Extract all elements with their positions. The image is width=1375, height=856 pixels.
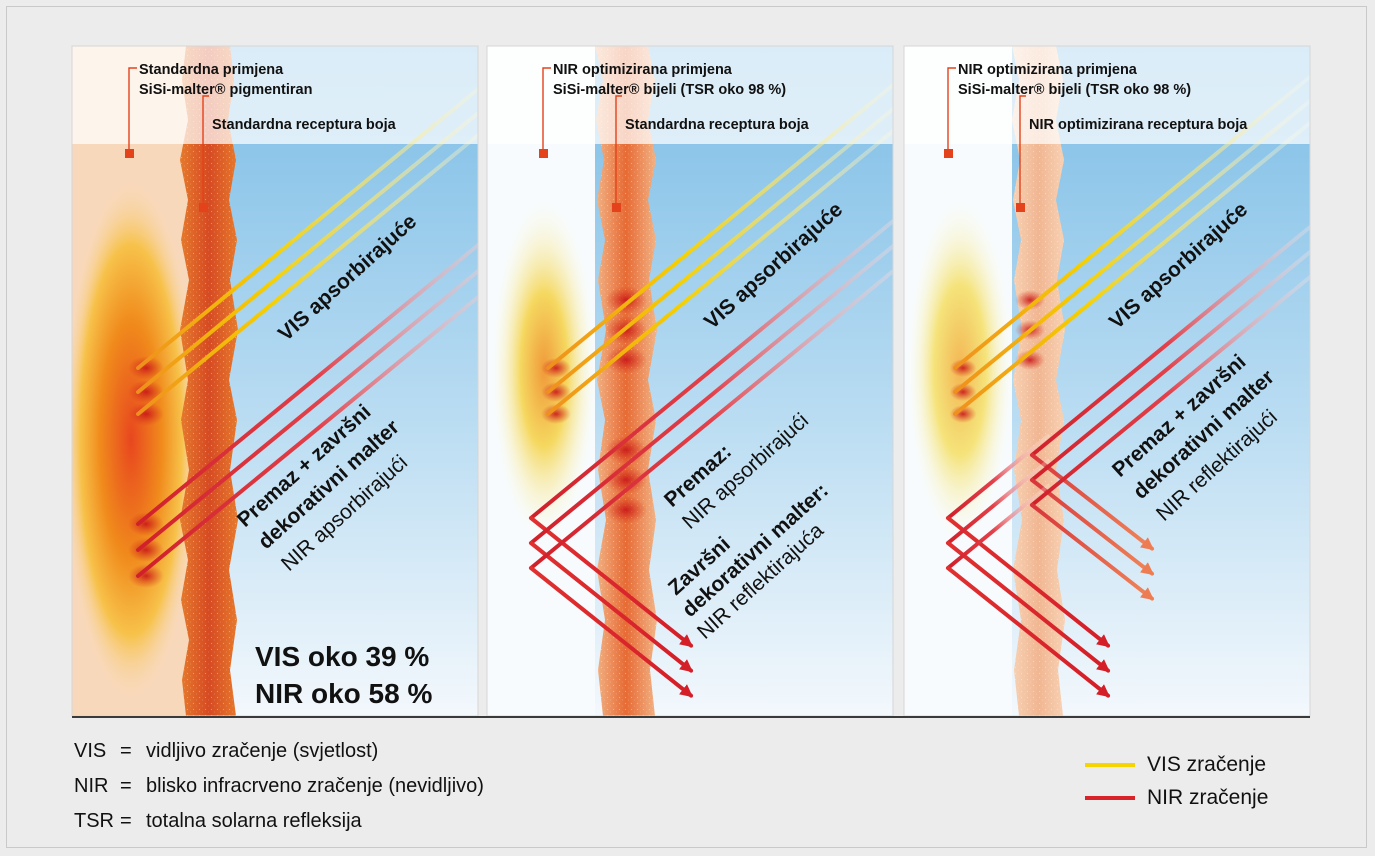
p2-vis-ray — [546, 128, 893, 416]
legend-text-vis: vidljivo zračenje (svjetlost) — [146, 740, 379, 762]
p1-result-nir: NIR oko 58 % — [255, 678, 432, 709]
p2-nir-ray — [529, 218, 893, 520]
legend-text-tsr: totalna solarna refleksija — [146, 810, 362, 832]
heat-spot — [605, 496, 647, 524]
heat-spot — [541, 358, 571, 378]
p3-reflected-nir-ray — [946, 516, 1111, 648]
p2-nir-ray — [529, 268, 893, 570]
heat-spot — [1015, 290, 1045, 310]
p1-annotation-outer-line2: SiSi-malter® pigmentiran — [139, 82, 312, 98]
p1-vis-ray — [136, 86, 478, 370]
p2-annotation-outer-line2: SiSi-malter® bijeli (TSR oko 98 %) — [553, 82, 786, 98]
p1-vis-ray — [136, 132, 478, 416]
heat-spot — [949, 405, 977, 423]
p3-reflected-nir-ray — [1030, 478, 1155, 576]
p3-annotation-outer-line2: SiSi-malter® bijeli (TSR oko 98 %) — [958, 82, 1191, 98]
p3-reflected-nir-ray — [946, 566, 1111, 698]
legend-eq-vis: = — [120, 740, 132, 762]
panel-1 — [72, 46, 478, 716]
abbreviation-legend: VIS = vidljivo zračenje (svjetlost) NIR … — [74, 734, 484, 839]
p1-nir-ray — [136, 242, 478, 526]
ray-legend: VIS zračenje NIR zračenje — [1085, 748, 1268, 814]
p2-vis-ray — [546, 106, 893, 394]
p3-vis-ray — [953, 98, 1310, 394]
legend-vis-ray: VIS zračenje — [1085, 748, 1268, 781]
heat-spot — [541, 382, 571, 402]
p2-nir-ray — [529, 243, 893, 545]
p3-vis-ray — [953, 74, 1310, 370]
p3-annotation-inner: NIR optimizirana receptura boja — [1029, 117, 1248, 133]
p3-nir-ray — [1030, 224, 1310, 457]
legend-row-nir: NIR = blisko infracrveno zračenje (nevid… — [74, 769, 484, 804]
legend-nir-label: NIR zračenje — [1147, 786, 1269, 809]
legend-abbr-nir: NIR — [74, 775, 109, 797]
heat-spot — [541, 404, 571, 424]
p3-reflected-nir-ray — [946, 541, 1111, 673]
legend-vis-label: VIS zračenje — [1147, 753, 1267, 776]
p3-nir-ray — [946, 484, 1050, 570]
p3-nir-ray — [946, 434, 1050, 520]
heat-spot — [128, 538, 164, 562]
legend-row-tsr: TSR = totalna solarna refleksija — [74, 804, 484, 839]
p1-nir-ray — [136, 294, 478, 578]
leader-dots — [125, 149, 1025, 212]
vis-ray-swatch — [1085, 762, 1135, 767]
p3-vis-ray — [953, 120, 1310, 416]
heat-spot — [128, 512, 164, 536]
p3-nir-ray — [946, 459, 1050, 545]
heat-spot — [128, 356, 164, 380]
p2-reflected-nir-ray — [529, 541, 694, 673]
heat-spot — [128, 564, 164, 588]
p3-reflected-nir-ray — [1030, 503, 1155, 601]
heat-spot — [949, 359, 977, 377]
p3-reflected-nir-ray — [1030, 453, 1155, 551]
legend-eq-nir: = — [120, 775, 132, 797]
p2-vis-ray — [546, 82, 893, 370]
p2-reflected-nir-ray — [529, 516, 694, 648]
legend-nir-ray: NIR zračenje — [1085, 781, 1268, 814]
p1-annotation-inner: Standardna receptura boja — [212, 117, 397, 133]
p3-nir-ray — [1030, 274, 1310, 507]
p1-annotation-outer-line1: Standardna primjena — [139, 62, 284, 78]
legend-eq-tsr: = — [120, 810, 132, 832]
legend-abbr-vis: VIS — [74, 740, 107, 762]
p1-vis-ray — [136, 110, 478, 394]
p3-nir-ray — [1030, 249, 1310, 482]
legend-abbr-tsr: TSR — [74, 810, 114, 832]
p3-annotation-outer-line1: NIR optimizirana primjena — [958, 62, 1138, 78]
heat-spot — [605, 346, 647, 374]
leader-lines — [128, 67, 1026, 208]
legend-row-vis: VIS = vidljivo zračenje (svjetlost) — [74, 734, 484, 769]
p2-annotation-outer-line1: NIR optimizirana primjena — [553, 62, 733, 78]
legend-text-nir: blisko infracrveno zračenje (nevidljivo) — [146, 775, 484, 797]
panel-3 — [904, 46, 1310, 716]
nir-ray-swatch — [1085, 795, 1135, 800]
heat-spot — [949, 383, 977, 401]
p1-nir-ray — [136, 268, 478, 552]
p1-result-vis: VIS oko 39 % — [255, 641, 429, 672]
heat-spot — [1015, 350, 1045, 370]
heat-spot — [128, 402, 164, 426]
p2-reflected-nir-ray — [529, 566, 694, 698]
p2-annotation-inner: Standardna receptura boja — [625, 117, 810, 133]
